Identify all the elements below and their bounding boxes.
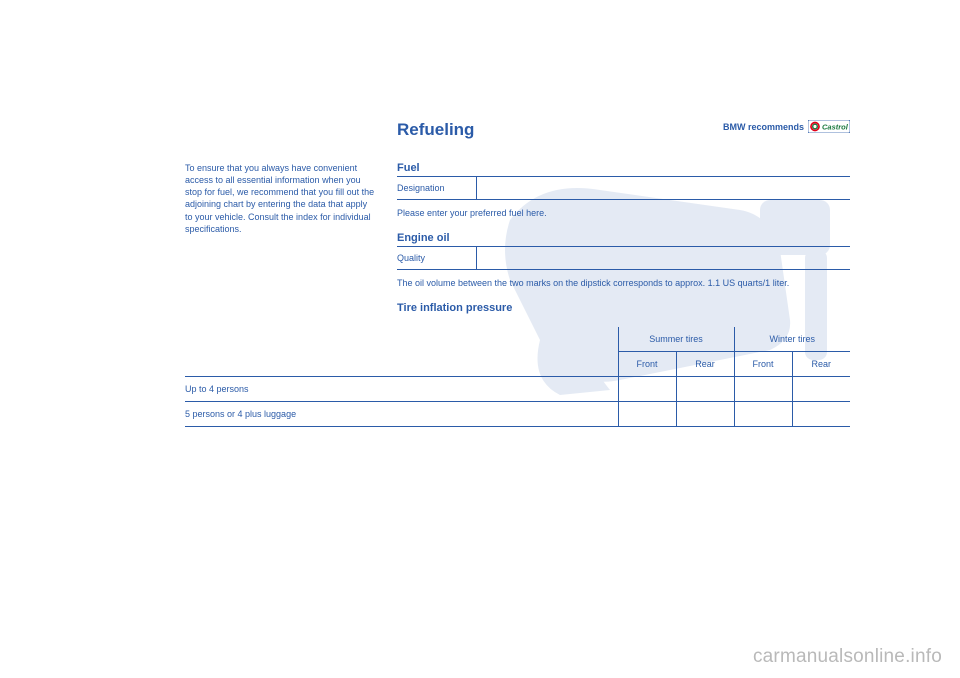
row-label-5-persons: 5 persons or 4 plus luggage [185, 402, 618, 427]
intro-text: To ensure that you always have convenien… [185, 162, 377, 235]
cell-value [618, 402, 676, 427]
table-row: 5 persons or 4 plus luggage [185, 402, 850, 427]
row-label-up-to-4: Up to 4 persons [185, 377, 618, 402]
tire-pressure-table: Summer tires Winter tires Front Rear Fro… [185, 327, 850, 427]
winter-rear-header: Rear [792, 352, 850, 377]
recommends-label: BMW recommends [723, 122, 804, 132]
page-title: Refueling [397, 120, 474, 140]
recommends-block: BMW recommends Castrol [723, 120, 850, 133]
cell-value [676, 377, 734, 402]
fuel-heading: Fuel [397, 162, 850, 177]
page-container: Refueling BMW recommends Castrol To ensu… [0, 0, 960, 678]
cell-value [676, 402, 734, 427]
summer-rear-header: Rear [676, 352, 734, 377]
cell-value [618, 377, 676, 402]
cell-value [734, 377, 792, 402]
cell-value [734, 402, 792, 427]
svg-text:Castrol: Castrol [822, 123, 849, 132]
fuel-designation-row: Designation [397, 177, 850, 200]
oil-quality-value [477, 247, 850, 269]
table-row: Up to 4 persons [185, 377, 850, 402]
engine-oil-note: The oil volume between the two marks on … [397, 277, 850, 289]
engine-oil-heading: Engine oil [397, 232, 850, 247]
watermark-text: carmanualsonline.info [753, 646, 942, 668]
oil-quality-label: Quality [397, 247, 477, 269]
winter-front-header: Front [734, 352, 792, 377]
cell-value [792, 377, 850, 402]
tire-pressure-heading: Tire inflation pressure [397, 302, 850, 314]
cell-value [792, 402, 850, 427]
fuel-note: Please enter your preferred fuel here. [397, 207, 850, 219]
castrol-logo-icon: Castrol [808, 120, 850, 133]
fuel-designation-value [477, 177, 850, 199]
summer-tires-header: Summer tires [618, 327, 734, 352]
winter-tires-header: Winter tires [734, 327, 850, 352]
header-row: Refueling BMW recommends Castrol [185, 120, 850, 140]
fuel-designation-label: Designation [397, 177, 477, 199]
oil-quality-row: Quality [397, 247, 850, 270]
summer-front-header: Front [618, 352, 676, 377]
